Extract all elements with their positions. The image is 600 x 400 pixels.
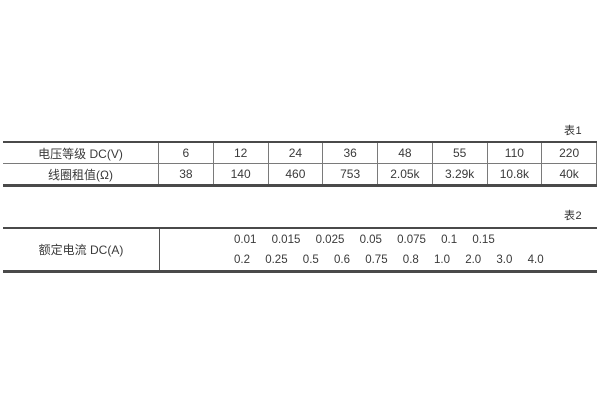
voltage-value: 24 bbox=[267, 142, 323, 164]
voltage-value: 55 bbox=[431, 142, 487, 164]
voltage-value: 12 bbox=[212, 142, 268, 164]
table2-caption: 表2 bbox=[564, 210, 583, 222]
voltage-value: 36 bbox=[322, 142, 378, 164]
current-value: 0.1 bbox=[441, 233, 458, 246]
resistance-value: 460 bbox=[267, 163, 323, 186]
current-value: 0.01 bbox=[234, 233, 257, 246]
coil-resistance-row: 线圈租值(Ω) 38 140 460 753 2.05k 3.29k 10.8k… bbox=[3, 163, 597, 186]
voltage-grade-row: 电压等级 DC(V) 6 12 24 36 48 55 110 220 bbox=[3, 142, 597, 164]
resistance-value: 3.29k bbox=[431, 163, 487, 186]
coil-resistance-label: 线圈租值(Ω) bbox=[48, 167, 113, 182]
current-value: 0.8 bbox=[402, 253, 419, 266]
current-value: 0.05 bbox=[359, 233, 382, 246]
current-value: 0.25 bbox=[265, 253, 288, 266]
current-value: 0.5 bbox=[302, 253, 319, 266]
current-value: 2.0 bbox=[465, 253, 482, 266]
current-value: 0.2 bbox=[234, 253, 250, 266]
current-value: 0.6 bbox=[334, 253, 350, 266]
resistance-value: 40k bbox=[541, 163, 597, 186]
resistance-value: 753 bbox=[322, 163, 378, 186]
voltage-value: 220 bbox=[541, 142, 597, 164]
rated-current-values: 0.01 0.015 0.025 0.05 0.075 0.1 0.15 0.2… bbox=[160, 229, 597, 270]
current-value: 0.075 bbox=[397, 233, 426, 246]
rated-current-table: 额定电流 DC(A) 0.01 0.015 0.025 0.05 0.075 0… bbox=[3, 227, 597, 273]
resistance-value: 38 bbox=[158, 163, 214, 186]
rated-current-label: 额定电流 DC(A) bbox=[3, 229, 160, 270]
resistance-value: 140 bbox=[212, 163, 268, 186]
current-values-line2: 0.2 0.25 0.5 0.6 0.75 0.8 1.0 2.0 3.0 4.… bbox=[234, 250, 597, 270]
resistance-value: 10.8k bbox=[486, 163, 542, 186]
voltage-value: 110 bbox=[486, 142, 542, 164]
voltage-resistance-table: 电压等级 DC(V) 6 12 24 36 48 55 110 220 线圈租值… bbox=[3, 141, 597, 187]
current-values-line1: 0.01 0.015 0.025 0.05 0.075 0.1 0.15 bbox=[234, 230, 597, 250]
resistance-value: 2.05k bbox=[377, 163, 433, 186]
current-value: 0.15 bbox=[472, 233, 495, 246]
voltage-value: 48 bbox=[377, 142, 433, 164]
current-value: 0.75 bbox=[365, 253, 388, 266]
current-value: 1.0 bbox=[434, 253, 450, 266]
table1-caption: 表1 bbox=[564, 125, 583, 137]
current-value: 3.0 bbox=[496, 253, 513, 266]
voltage-value: 6 bbox=[158, 142, 214, 164]
current-value: 4.0 bbox=[527, 253, 544, 266]
voltage-grade-label: 电压等级 DC(V) bbox=[3, 142, 159, 164]
current-value: 0.025 bbox=[315, 233, 345, 246]
current-value: 0.015 bbox=[271, 233, 301, 246]
